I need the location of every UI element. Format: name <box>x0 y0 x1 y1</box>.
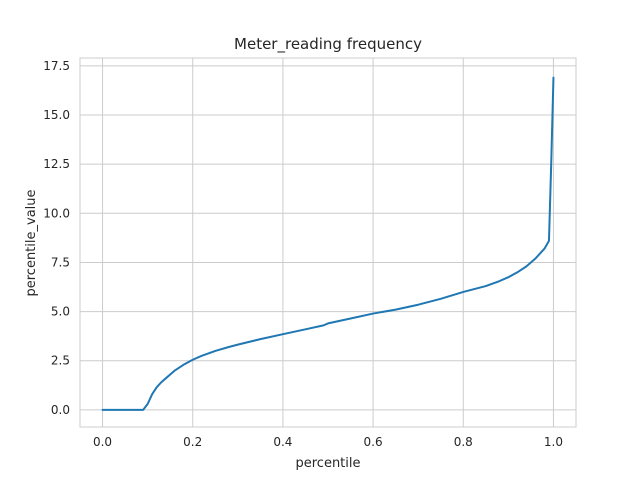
x-tick-label: 1.0 <box>544 435 563 449</box>
y-tick-label: 5.0 <box>51 305 70 319</box>
chart-title: Meter_reading frequency <box>234 35 422 54</box>
y-tick-label: 17.5 <box>43 59 70 73</box>
grid-layer <box>80 58 576 427</box>
x-tick-label: 0.8 <box>454 435 473 449</box>
y-tick-label: 7.5 <box>51 255 70 269</box>
y-tick-label: 10.0 <box>43 206 70 220</box>
y-tick-label: 12.5 <box>43 157 70 171</box>
x-tick-label: 0.2 <box>183 435 202 449</box>
y-axis-label: percentile_value <box>24 189 39 296</box>
y-tick-label: 15.0 <box>43 108 70 122</box>
series-line-0 <box>101 76 555 411</box>
y-tick-label: 2.5 <box>51 354 70 368</box>
x-axis-label: percentile <box>295 456 360 471</box>
x-tick-label: 0.0 <box>93 435 112 449</box>
x-tick-label: 0.6 <box>364 435 383 449</box>
y-tick-label: 0.0 <box>51 403 70 417</box>
y-tick-labels: 0.0 2.5 5.0 7.5 10.0 12.5 15.0 17.5 <box>43 59 70 417</box>
series-layer <box>101 76 555 411</box>
x-tick-labels: 0.0 0.2 0.4 0.6 0.8 1.0 <box>93 435 563 449</box>
plot-frame <box>79 57 577 428</box>
x-tick-label: 0.4 <box>273 435 292 449</box>
